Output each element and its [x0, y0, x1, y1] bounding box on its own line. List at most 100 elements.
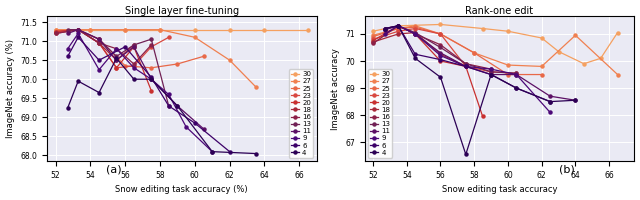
23 — [95, 42, 103, 44]
13 — [394, 25, 402, 27]
9 — [74, 32, 82, 35]
30 — [614, 31, 621, 34]
4 — [130, 78, 138, 80]
4 — [173, 105, 181, 107]
30 — [52, 28, 60, 31]
Line: 25: 25 — [54, 28, 205, 69]
Line: 30: 30 — [54, 28, 310, 31]
23 — [52, 30, 60, 33]
30 — [122, 28, 129, 31]
25 — [74, 28, 82, 31]
Title: Rank-one edit: Rank-one edit — [465, 6, 534, 16]
13 — [74, 28, 82, 31]
6 — [165, 105, 173, 107]
Y-axis label: ImageNet accuracy: ImageNet accuracy — [331, 48, 340, 130]
16 — [113, 48, 120, 50]
18 — [74, 28, 82, 31]
11 — [436, 52, 444, 54]
25 — [394, 27, 402, 30]
6 — [122, 46, 129, 48]
Text: (b): (b) — [559, 165, 575, 175]
4 — [252, 152, 260, 155]
4 — [209, 150, 216, 153]
16 — [52, 32, 60, 35]
27 — [614, 73, 621, 76]
16 — [462, 63, 470, 65]
30 — [436, 23, 444, 26]
18 — [52, 32, 60, 35]
6 — [487, 73, 495, 76]
13 — [95, 38, 103, 40]
4 — [412, 57, 419, 59]
6 — [436, 58, 444, 61]
16 — [369, 42, 377, 45]
Title: Single layer fine-tuning: Single layer fine-tuning — [125, 6, 239, 16]
11 — [572, 99, 579, 101]
16 — [436, 44, 444, 46]
13 — [381, 27, 388, 30]
23 — [369, 38, 377, 41]
6 — [394, 25, 402, 27]
13 — [165, 105, 173, 107]
27 — [412, 25, 419, 27]
X-axis label: Snow editing task accuracy: Snow editing task accuracy — [442, 185, 557, 194]
25 — [200, 55, 207, 58]
30 — [304, 28, 312, 31]
11 — [130, 46, 138, 48]
11 — [513, 73, 520, 76]
27 — [52, 28, 60, 31]
Line: 25: 25 — [371, 26, 543, 76]
27 — [226, 59, 234, 61]
Legend: 30, 27, 25, 23, 20, 18, 16, 13, 11, 9, 6, 4: 30, 27, 25, 23, 20, 18, 16, 13, 11, 9, 6… — [368, 69, 392, 158]
X-axis label: Snow editing task accuracy (%): Snow editing task accuracy (%) — [115, 185, 248, 194]
9 — [182, 126, 190, 128]
9 — [412, 33, 419, 35]
9 — [64, 48, 72, 50]
4 — [95, 91, 103, 94]
20 — [52, 30, 60, 33]
4 — [113, 57, 120, 59]
4 — [572, 99, 579, 101]
11 — [462, 65, 470, 68]
6 — [74, 36, 82, 38]
6 — [462, 65, 470, 68]
25 — [412, 26, 419, 28]
Line: 9: 9 — [66, 32, 214, 153]
6 — [226, 150, 234, 153]
30 — [86, 28, 94, 31]
4 — [462, 153, 470, 156]
Line: 20: 20 — [54, 28, 153, 92]
4 — [513, 87, 520, 89]
25 — [95, 38, 103, 40]
11 — [64, 32, 72, 35]
4 — [547, 100, 554, 103]
25 — [504, 73, 512, 76]
9 — [381, 33, 388, 35]
30 — [597, 57, 605, 59]
20 — [479, 115, 486, 118]
20 — [369, 39, 377, 42]
27 — [504, 64, 512, 66]
6 — [191, 122, 198, 124]
23 — [487, 71, 495, 73]
6 — [513, 87, 520, 89]
23 — [165, 36, 173, 38]
16 — [147, 44, 155, 46]
4 — [381, 27, 388, 30]
6 — [64, 55, 72, 58]
13 — [462, 63, 470, 65]
20 — [436, 60, 444, 62]
20 — [113, 67, 120, 69]
27 — [470, 52, 478, 54]
11 — [173, 105, 181, 107]
25 — [122, 65, 129, 67]
30 — [555, 50, 563, 53]
6 — [381, 27, 388, 30]
4 — [436, 76, 444, 78]
30 — [479, 27, 486, 30]
13 — [64, 28, 72, 31]
13 — [436, 46, 444, 49]
16 — [95, 42, 103, 44]
23 — [462, 65, 470, 68]
13 — [130, 44, 138, 46]
